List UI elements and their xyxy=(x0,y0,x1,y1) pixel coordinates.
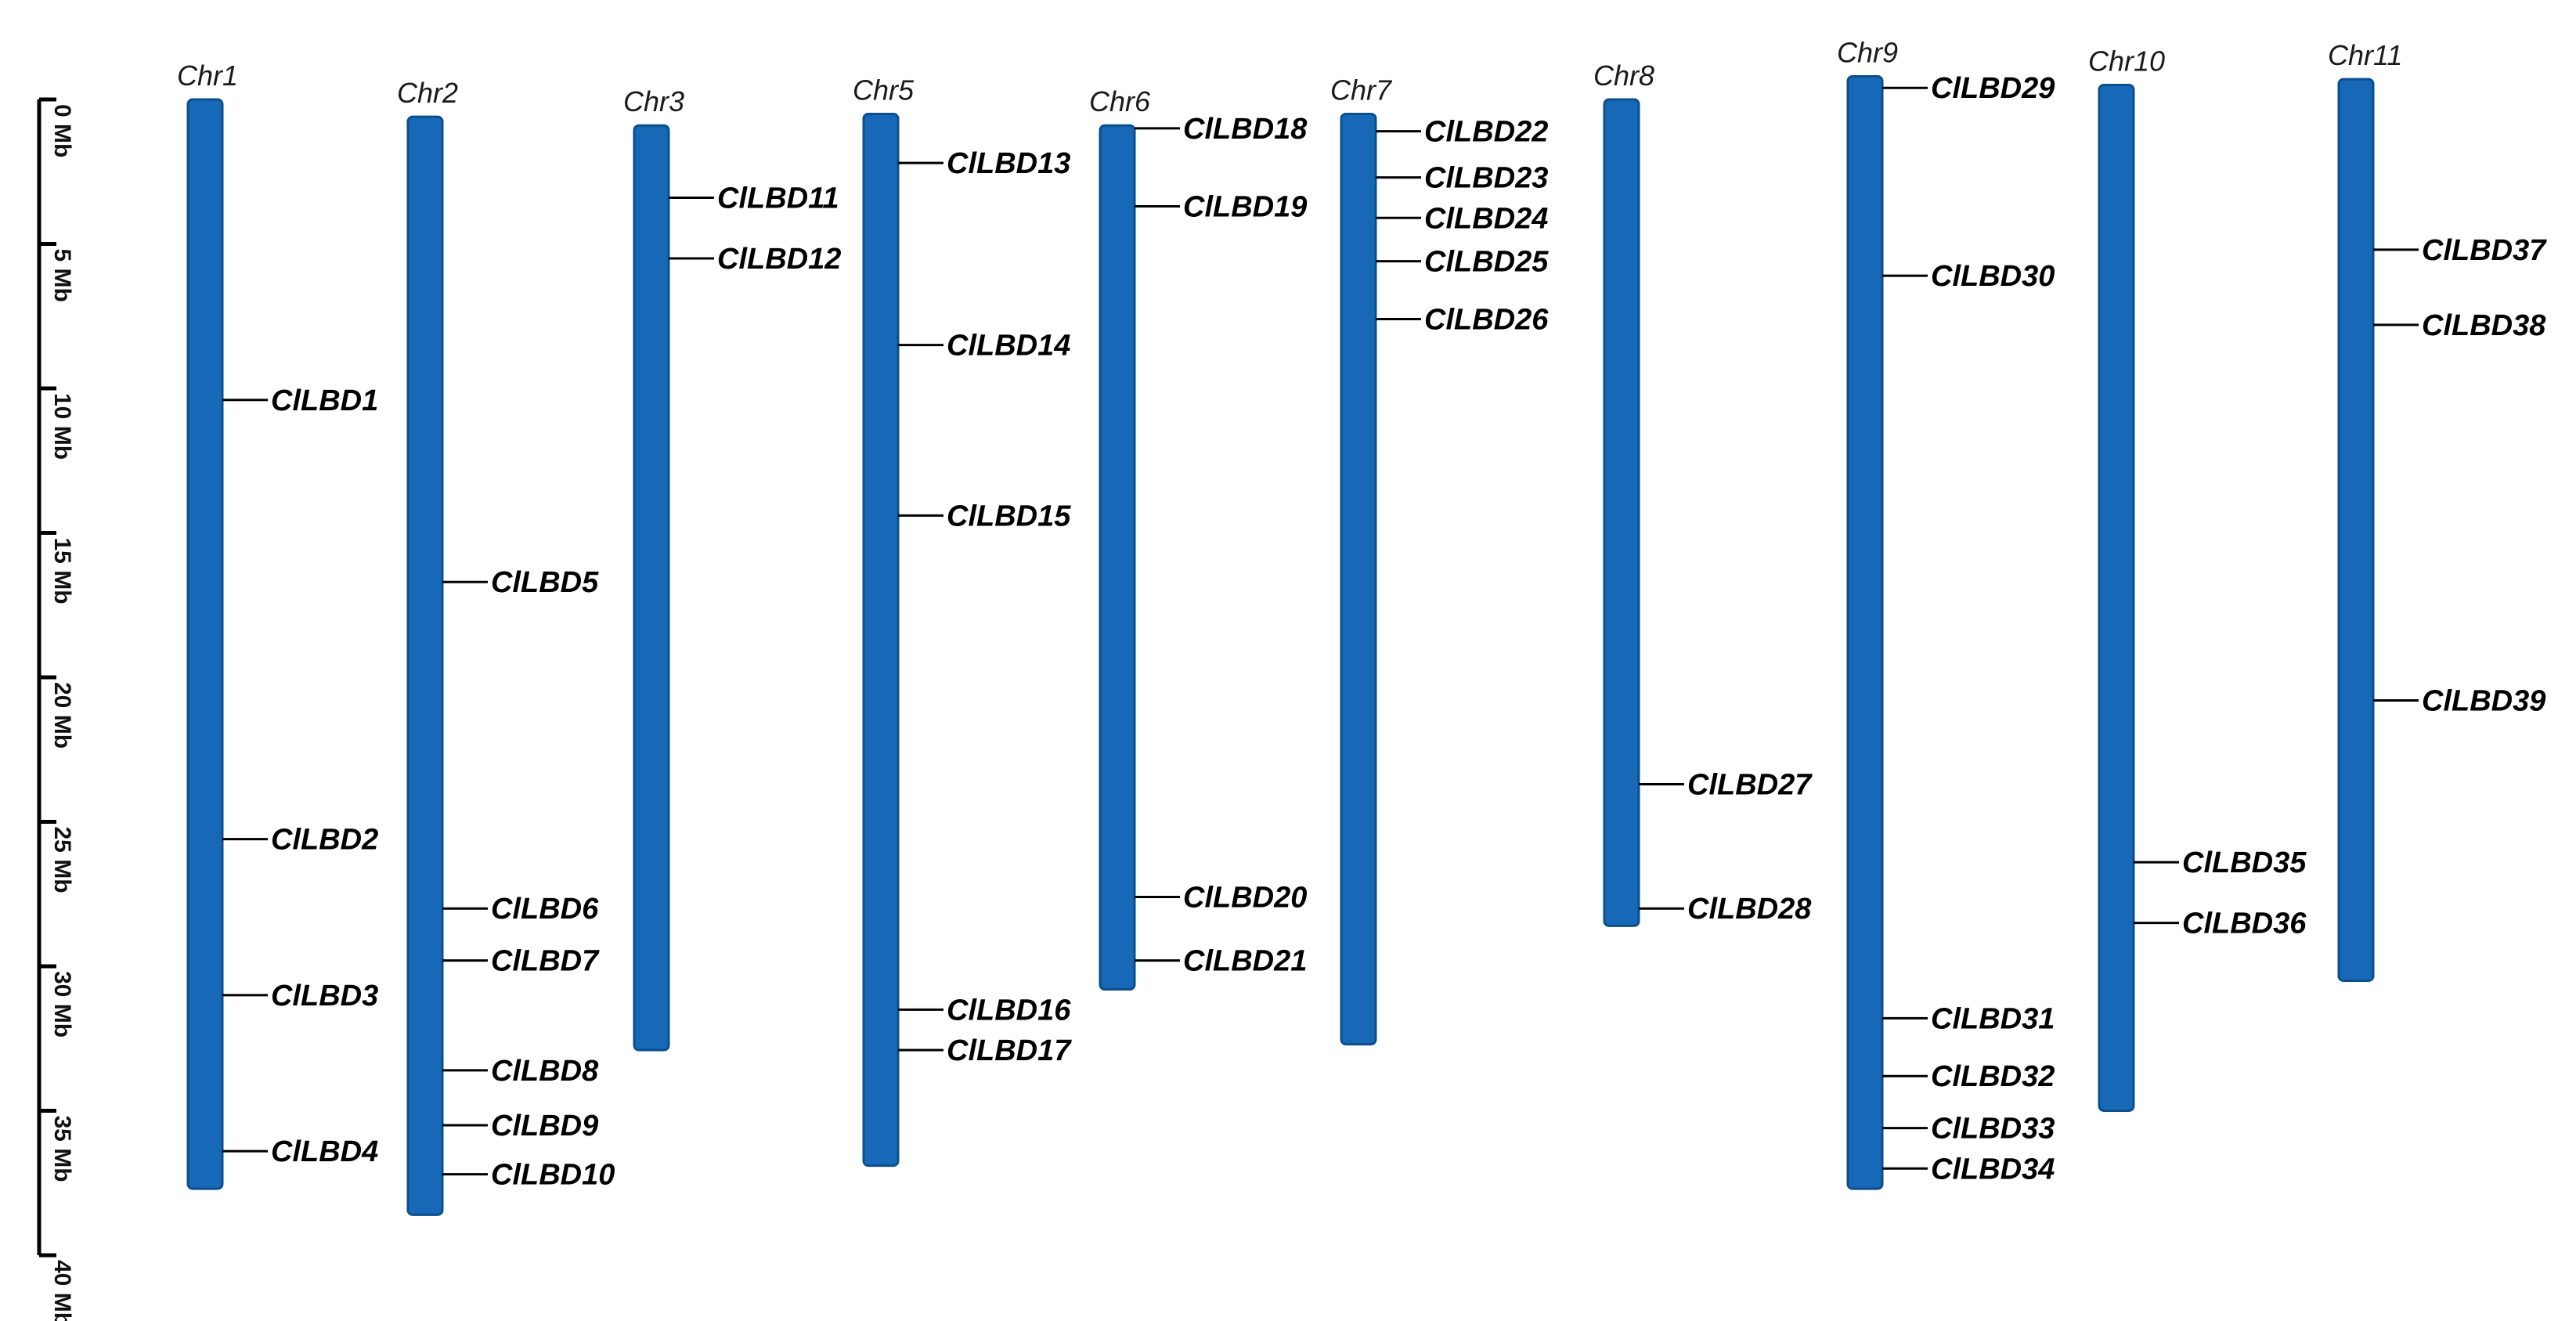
gene-label: ClLBD19 xyxy=(1183,191,1307,224)
gene-label: ClLBD24 xyxy=(1424,202,1548,235)
chromosome-chr11: Chr11 ClLBD37 ClLBD38 ClLBD39 xyxy=(2328,39,2547,982)
gene-label: ClLBD37 xyxy=(2422,234,2547,267)
chromosome-chr3: Chr3 ClLBD11 ClLBD12 xyxy=(623,85,841,1052)
gene-label: ClLBD11 xyxy=(717,182,839,215)
gene-label: ClLBD6 xyxy=(491,893,599,926)
chromosome-bar xyxy=(1846,74,1884,1190)
gene-label: ClLBD23 xyxy=(1424,162,1548,195)
chromosome-chr8: Chr8 ClLBD27 ClLBD28 xyxy=(1593,60,1813,927)
gene-label: ClLBD38 xyxy=(2422,309,2546,342)
scale-tick-label: 40 Mb xyxy=(49,1260,75,1321)
chromosome-title: Chr5 xyxy=(853,74,915,106)
gene-label: ClLBD21 xyxy=(1183,945,1307,978)
gene-label: ClLBD10 xyxy=(491,1159,615,1192)
gene-label: ClLBD36 xyxy=(2182,908,2307,940)
chromosome-title: Chr9 xyxy=(1837,36,1898,68)
gene-label: ClLBD17 xyxy=(947,1034,1072,1067)
chromosome-bar xyxy=(186,98,224,1190)
gene-label: ClLBD2 xyxy=(271,824,378,857)
chromosome-title: Chr11 xyxy=(2328,39,2402,71)
gene-label: ClLBD30 xyxy=(1931,260,2055,293)
scale-tick-label: 5 Mb xyxy=(49,249,75,302)
gene-label: ClLBD9 xyxy=(491,1110,598,1142)
scale-tick-label: 35 Mb xyxy=(49,1116,75,1182)
chromosome-bar xyxy=(633,124,670,1052)
chromosome-bar xyxy=(2098,84,2135,1112)
chromosomes: Chr1 ClLBD1 ClLBD2 ClLBD3 ClLBD4 Chr2 ClLBD5 Cl… xyxy=(177,36,2547,1216)
chromosome-title: Chr10 xyxy=(2088,45,2165,78)
chromosome-bar xyxy=(2337,78,2375,982)
chromosome-title: Chr1 xyxy=(177,60,238,92)
scale-tick-label: 10 Mb xyxy=(49,393,75,460)
chromosome-bar xyxy=(1099,124,1136,991)
gene-label: ClLBD33 xyxy=(1931,1113,2055,1146)
scale-tick-label: 25 Mb xyxy=(49,827,75,893)
gene-label: ClLBD18 xyxy=(1183,113,1308,146)
gene-label: ClLBD12 xyxy=(717,243,841,276)
chromosome-chr9: Chr9 ClLBD29 ClLBD30 ClLBD31 ClLBD32 ClLBD33 C… xyxy=(1837,36,2055,1190)
gene-label: ClLBD7 xyxy=(491,945,600,978)
gene-label: ClLBD20 xyxy=(1183,881,1307,914)
scale-axis: 0 Mb 5 Mb 10 Mb 15 Mb 20 Mb 25 Mb 30 Mb 35 Mb 40… xyxy=(37,97,75,1321)
chromosome-chr7: Chr7 ClLBD22 ClLBD23 ClLBD24 ClLBD25 ClLBD26 xyxy=(1330,74,1549,1046)
gene-label: ClLBD25 xyxy=(1424,246,1549,279)
chromosome-chr2: Chr2 ClLBD5 ClLBD6 ClLBD7 ClLBD8 ClLBD9 ClLBD1… xyxy=(397,77,615,1216)
gene-label: ClLBD13 xyxy=(947,147,1070,180)
chromosome-bar xyxy=(406,115,444,1216)
gene-label: ClLBD22 xyxy=(1424,116,1548,149)
gene-label: ClLBD8 xyxy=(491,1055,599,1088)
scale-tick-label: 30 Mb xyxy=(49,971,75,1038)
gene-label: ClLBD27 xyxy=(1687,769,1813,802)
gene-label: ClLBD3 xyxy=(271,980,378,1012)
chromosome-bar xyxy=(862,112,900,1168)
chromosome-title: Chr7 xyxy=(1330,74,1393,106)
gene-label: ClLBD15 xyxy=(947,500,1071,532)
gene-label: ClLBD32 xyxy=(1931,1060,2055,1093)
gene-label: ClLBD28 xyxy=(1687,893,1812,926)
scale-tick-label: 20 Mb xyxy=(49,682,75,749)
chromosome-chr1: Chr1 ClLBD1 ClLBD2 ClLBD3 ClLBD4 xyxy=(177,60,378,1190)
gene-label: ClLBD29 xyxy=(1931,72,2055,105)
chromosome-chr10: Chr10 ClLBD35 ClLBD36 xyxy=(2088,45,2307,1112)
chromosome-title: Chr8 xyxy=(1593,60,1654,92)
gene-label: ClLBD31 xyxy=(1931,1002,2055,1035)
scale-tick-label: 0 Mb xyxy=(49,104,75,157)
chromosome-chr5: Chr5 ClLBD13 ClLBD14 ClLBD15 ClLBD16 ClLBD17 xyxy=(853,74,1072,1168)
gene-label: ClLBD16 xyxy=(947,994,1071,1027)
gene-label: ClLBD26 xyxy=(1424,303,1549,336)
gene-label: ClLBD5 xyxy=(491,566,599,599)
gene-label: ClLBD14 xyxy=(947,330,1070,363)
chromosome-bar xyxy=(1603,98,1640,927)
gene-label: ClLBD1 xyxy=(271,384,378,417)
chromosome-title: Chr6 xyxy=(1089,85,1151,117)
gene-label: ClLBD35 xyxy=(2182,846,2307,879)
scale-tick-label: 15 Mb xyxy=(49,538,75,605)
gene-label: ClLBD34 xyxy=(1931,1153,2055,1186)
chromosome-title: Chr2 xyxy=(397,77,458,109)
chromosome-chr6: Chr6 ClLBD18 ClLBD19 ClLBD20 ClLBD21 xyxy=(1089,85,1308,991)
gene-label: ClLBD4 xyxy=(271,1135,378,1168)
gene-label: ClLBD39 xyxy=(2422,685,2545,718)
chromosome-bar xyxy=(1340,112,1377,1046)
chromosome-title: Chr3 xyxy=(623,85,684,117)
